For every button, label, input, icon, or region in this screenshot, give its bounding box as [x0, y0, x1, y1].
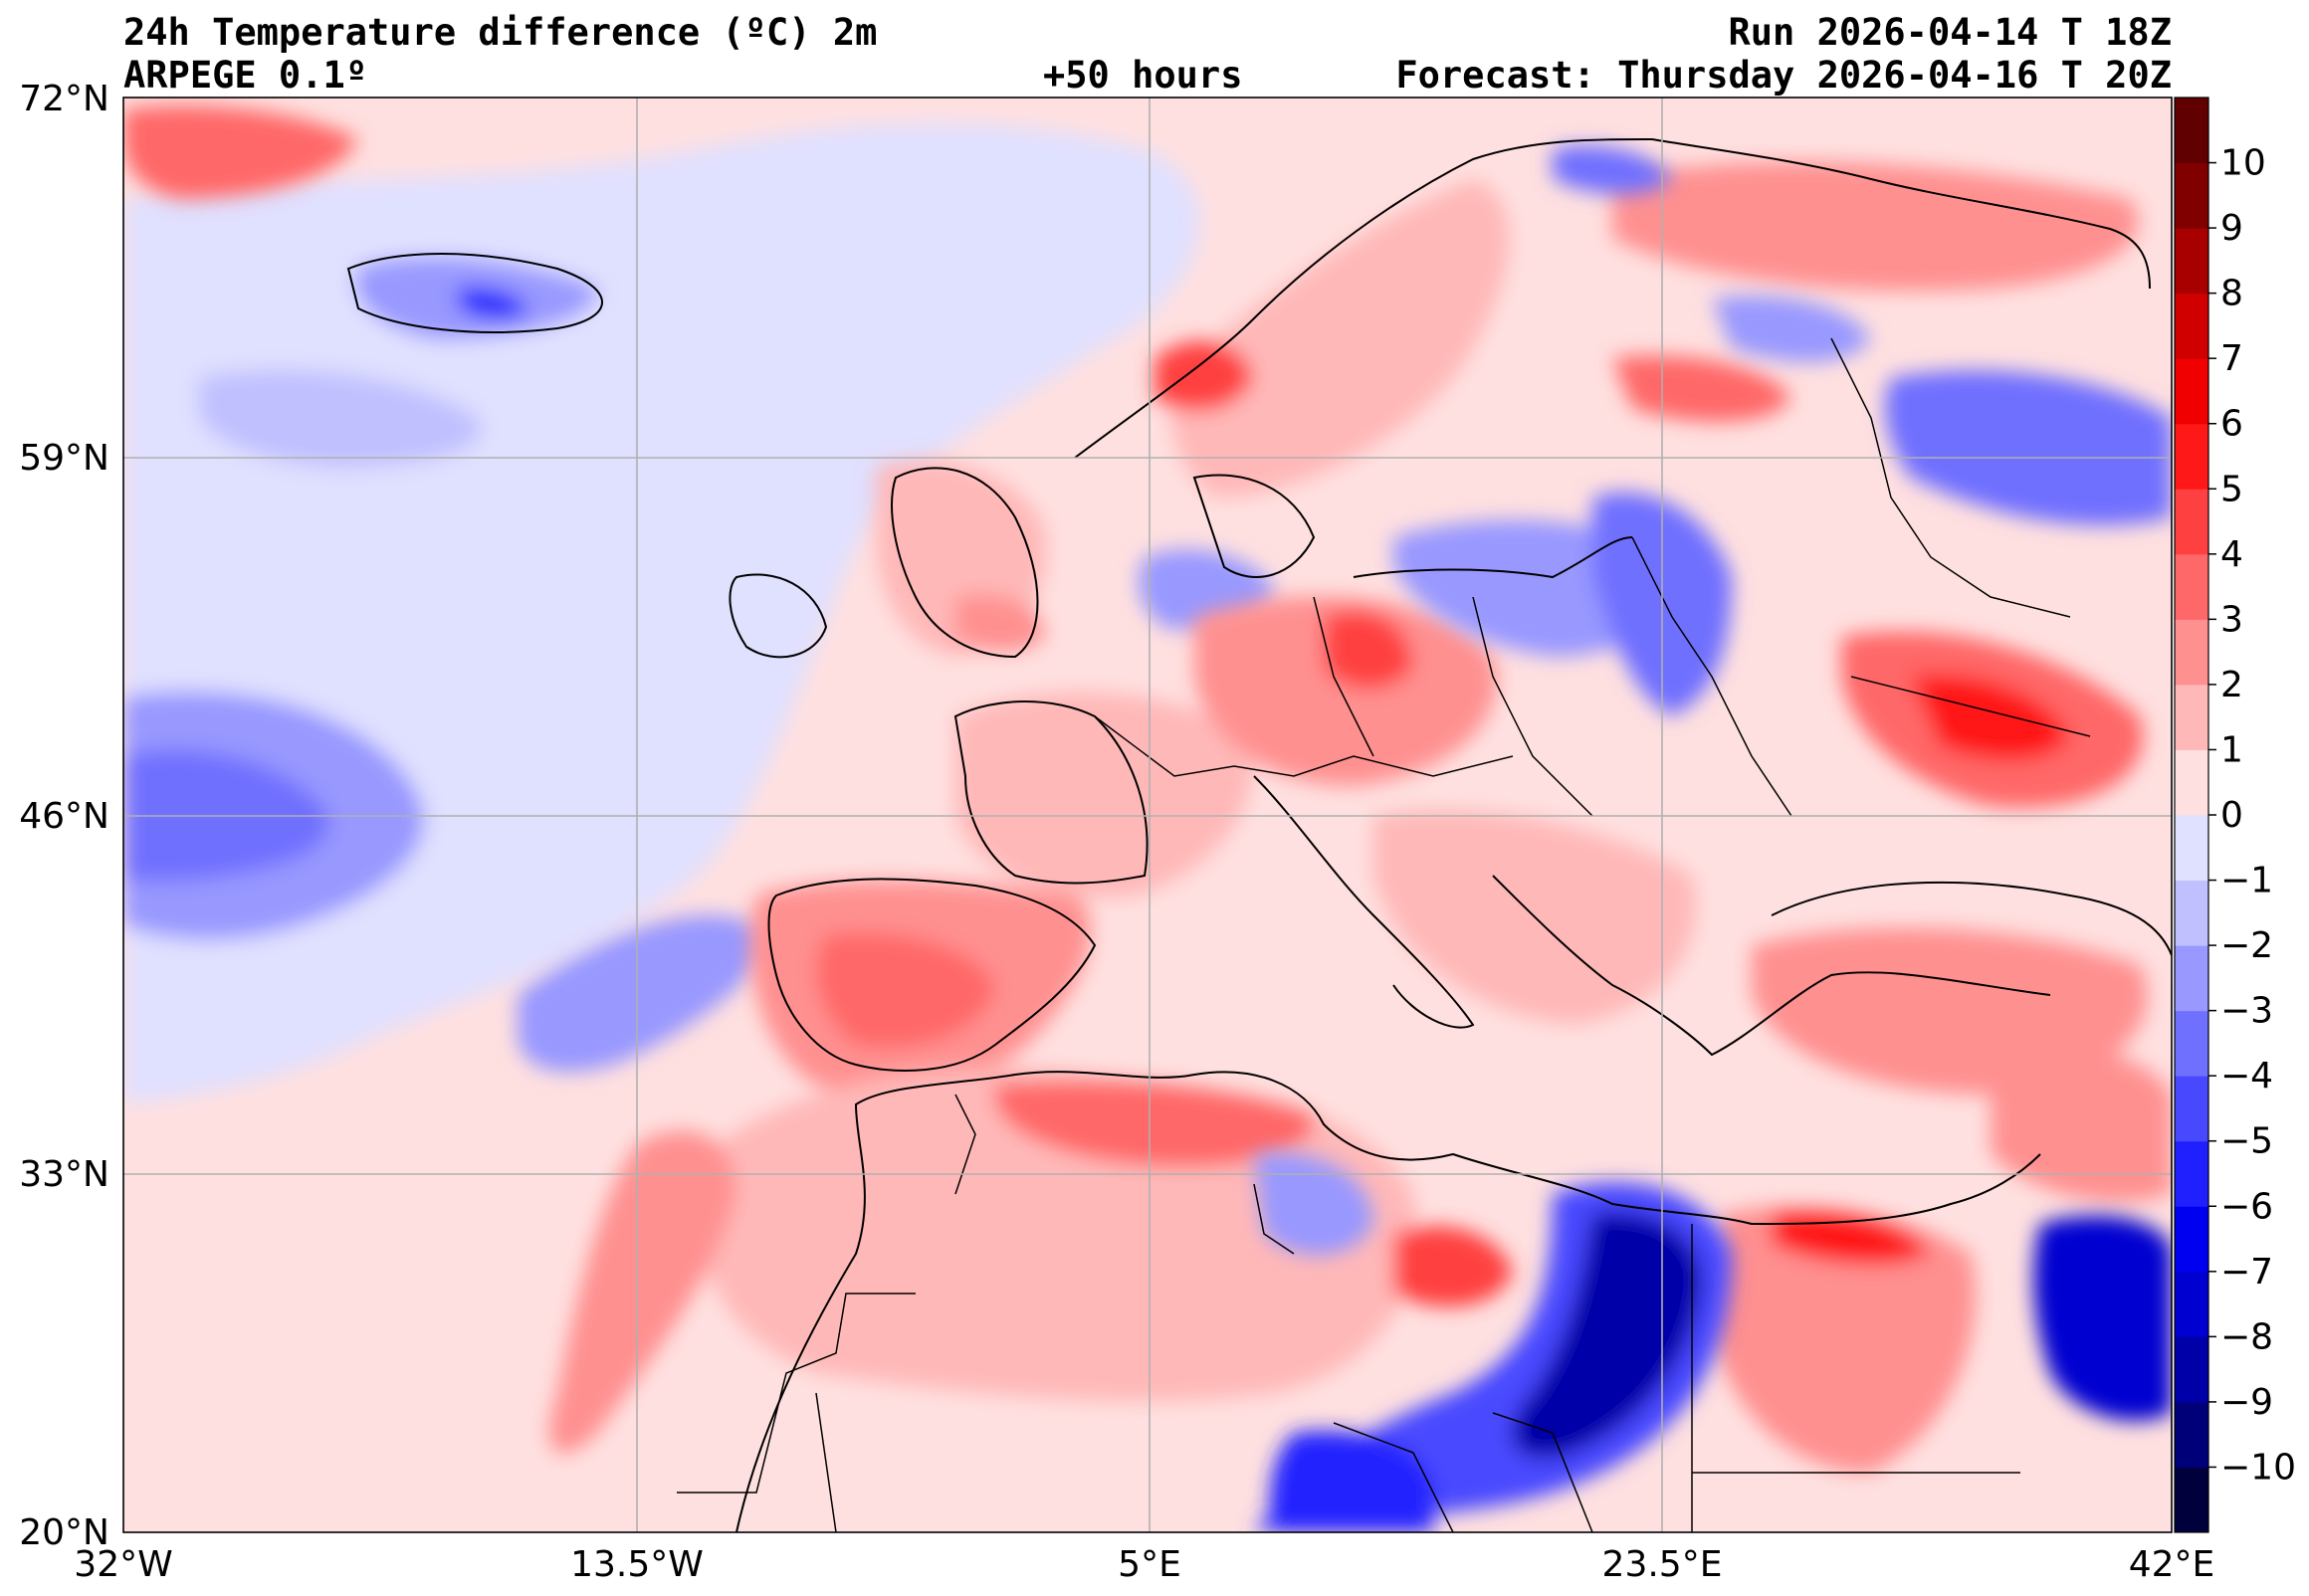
- lon-tick-label: 23.5°E: [1602, 1544, 1723, 1585]
- colorbar-tick-label: −10: [2220, 1447, 2296, 1488]
- colorbar-swatch: [2175, 98, 2208, 164]
- colorbar-tick-label: 9: [2220, 208, 2243, 249]
- iberia-coast: [767, 878, 1097, 1072]
- north-africa-coast: [735, 1071, 2041, 1532]
- map-frame: [122, 97, 2173, 1533]
- colorbar-tick-label: 6: [2220, 404, 2243, 445]
- lon-tick-label: 32°W: [74, 1544, 172, 1585]
- colorbar-tick-label: 1: [2220, 729, 2243, 770]
- colorbar-tick-label: 3: [2220, 599, 2243, 640]
- colorbar-tick-label: 4: [2220, 534, 2243, 575]
- uk-coast: [891, 467, 1039, 659]
- forecast-label: Forecast: Thursday 2026-04-16 T 20Z: [1395, 54, 2172, 97]
- colorbar-swatch: [2175, 553, 2208, 620]
- colorbar-swatch: [2175, 1336, 2208, 1403]
- model-label: ARPEGE 0.1º: [123, 54, 368, 97]
- ocean-cool-field: [123, 122, 1274, 1104]
- colorbar-swatch: [2175, 1206, 2208, 1273]
- lon-axis: 32°W 13.5°W 5°E 23.5°E 42°E: [74, 1544, 2214, 1585]
- colorbar-swatch: [2175, 1401, 2208, 1468]
- lead-time-label: +50 hours: [1043, 54, 1243, 97]
- colorbar-swatch: [2175, 1467, 2208, 1533]
- ireland-coast: [729, 573, 828, 659]
- colorbar-tick-label: −7: [2220, 1252, 2273, 1293]
- colorbar-tick-label: 0: [2220, 795, 2243, 836]
- lat-tick-label: 20°N: [19, 1512, 109, 1553]
- run-label: Run 2026-04-14 T 18Z: [1728, 11, 2172, 54]
- lat-tick-label: 59°N: [19, 438, 109, 479]
- colorbar-swatch: [2175, 1140, 2208, 1207]
- colorbar-swatch: [2175, 293, 2208, 359]
- country-borders: [677, 337, 2091, 1532]
- colorbar-swatch: [2175, 1010, 2208, 1077]
- colorbar-swatch: [2175, 684, 2208, 750]
- colorbar-swatch: [2175, 1271, 2208, 1337]
- italy-coast: [1253, 775, 1475, 1029]
- lat-tick-label: 33°N: [19, 1154, 109, 1195]
- graticule: [123, 98, 2172, 1532]
- colorbar-swatch: [2175, 1076, 2208, 1142]
- colorbar-tick-label: 10: [2220, 143, 2266, 184]
- balkan-coast: [1492, 875, 2051, 1057]
- map-title: 24h Temperature difference (ºC) 2m: [123, 11, 878, 54]
- baltic-coast: [1353, 536, 1633, 579]
- colorbar-swatch: [2175, 358, 2208, 425]
- lat-tick-label: 46°N: [19, 796, 109, 837]
- lat-axis: 72°N 59°N 46°N 33°N 20°N: [19, 79, 109, 1553]
- land-warm-field: [123, 105, 2172, 1473]
- colorbar-tick-label: −9: [2220, 1382, 2273, 1423]
- lon-tick-label: 13.5°W: [570, 1544, 704, 1585]
- colorbar-tick-label: 5: [2220, 469, 2243, 509]
- colorbar-tick-label: 2: [2220, 665, 2243, 705]
- colorbar-tick-label: −6: [2220, 1186, 2273, 1227]
- lon-tick-label: 5°E: [1118, 1544, 1181, 1585]
- colorbar-swatch: [2175, 423, 2208, 490]
- colorbar-swatch: [2175, 815, 2208, 882]
- colorbar-tick-label: −4: [2220, 1056, 2273, 1097]
- denmark-coast: [1192, 474, 1316, 578]
- colorbar-swatch: [2175, 749, 2208, 816]
- france-coast: [953, 700, 1149, 885]
- map-panel: [123, 98, 2172, 1532]
- black-sea-coast: [1771, 881, 2172, 956]
- colorbar-tick-label: −3: [2220, 991, 2273, 1032]
- scandinavia-coast: [1074, 137, 2151, 459]
- colorbar-swatch: [2175, 619, 2208, 686]
- colorbar-tick-label: 8: [2220, 274, 2243, 314]
- colorbar-tick-label: −1: [2220, 861, 2273, 901]
- land-cool-field: [356, 145, 2172, 1532]
- lat-tick-label: 72°N: [19, 79, 109, 119]
- colorbar-tick-label: −5: [2220, 1121, 2273, 1162]
- colorbar-swatch: [2175, 162, 2208, 229]
- iceland-coast: [346, 253, 603, 333]
- colorbar-tick-label: −2: [2220, 925, 2273, 966]
- colorbar-swatch: [2175, 489, 2208, 555]
- lon-tick-label: 42°E: [2129, 1544, 2215, 1585]
- colorbar-swatch: [2175, 228, 2208, 295]
- colorbar-swatch: [2175, 945, 2208, 1012]
- colorbar-tick-label: 7: [2220, 338, 2243, 379]
- coastlines: [346, 137, 2172, 1532]
- colorbar-swatch: [2175, 880, 2208, 946]
- colorbar-tick-label: −8: [2220, 1316, 2273, 1357]
